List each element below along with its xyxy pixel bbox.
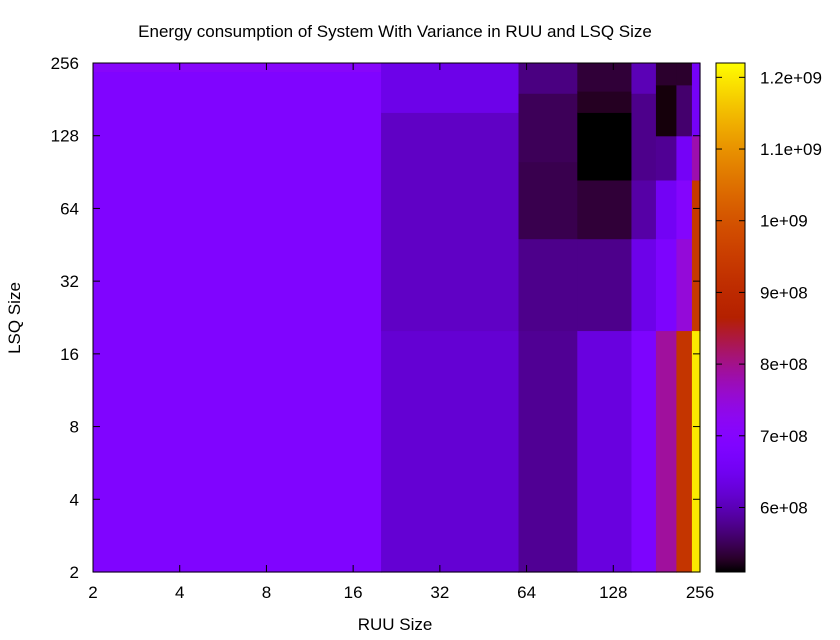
heatmap-cells <box>93 63 701 573</box>
colorbar-tick-label-4: 1e+09 <box>760 212 808 231</box>
colorbar-tick-label-2: 8e+08 <box>760 355 808 374</box>
y-tick-label-7: 256 <box>51 54 79 73</box>
heatmap-cell-23 <box>655 238 678 332</box>
colorbar-tick-label-5: 1.1e+09 <box>760 140 822 159</box>
heatmap-cell-3 <box>381 330 520 573</box>
x-tick-label-6: 128 <box>599 583 627 602</box>
y-tick-label-4: 32 <box>60 272 79 291</box>
heatmap-cell-19 <box>631 179 657 240</box>
heatmap-cell-10 <box>518 63 578 94</box>
heatmap-cell-29 <box>676 238 693 332</box>
y-tick-label-1: 4 <box>70 490 79 509</box>
x-tick-label-1: 4 <box>175 583 184 602</box>
heatmap-cell-25 <box>655 135 678 181</box>
heatmap-cell-20 <box>631 93 657 181</box>
chart-title: Energy consumption of System With Varian… <box>138 22 652 41</box>
plot-frame <box>92 62 701 573</box>
colorbar-tick-label-3: 9e+08 <box>760 283 808 302</box>
heatmap-cell-14 <box>577 112 633 181</box>
heatmap-cell-27 <box>655 63 678 86</box>
heatmap-cell-26 <box>655 84 678 137</box>
heatmap-cell-2 <box>93 63 382 73</box>
heatmap-cell-12 <box>577 238 633 332</box>
x-tick-label-4: 32 <box>430 583 449 602</box>
heatmap-cell-13 <box>577 179 633 240</box>
y-axis-ticks: 2 4 8 16 32 64 128 256 <box>51 54 700 582</box>
x-tick-label-0: 2 <box>88 583 97 602</box>
heatmap-cell-5 <box>381 63 520 113</box>
heatmap-cell-36 <box>691 135 701 181</box>
colorbar-ticks: 6e+08 7e+08 8e+08 9e+08 1e+09 1.1e+09 1.2e+09 <box>716 68 822 517</box>
x-tick-label-2: 8 <box>262 583 271 602</box>
heatmap-cell-35 <box>691 179 701 332</box>
heatmap-cell-18 <box>631 238 657 332</box>
y-tick-label-3: 16 <box>60 345 79 364</box>
x-axis-label: RUU Size <box>358 615 433 634</box>
heatmap-cell-15 <box>577 91 633 113</box>
heatmap-cell-22 <box>655 330 678 573</box>
heatmap-cell-9 <box>518 93 578 163</box>
heatmap-cell-30 <box>676 179 693 240</box>
y-tick-label-5: 64 <box>60 199 79 218</box>
heatmap-cell-32 <box>676 84 693 137</box>
heatmap-cell-11 <box>577 330 633 573</box>
heatmap-cell-8 <box>518 161 578 240</box>
heatmap-cell-0 <box>93 330 382 573</box>
x-tick-label-7: 256 <box>686 583 714 602</box>
heatmap-cell-34 <box>691 330 701 573</box>
heatmap-cell-17 <box>631 330 657 573</box>
x-tick-label-5: 64 <box>517 583 536 602</box>
colorbar-tick-label-6: 1.2e+09 <box>760 68 822 87</box>
x-axis-ticks: 2 4 8 16 32 64 128 256 <box>88 63 714 602</box>
y-tick-label-6: 128 <box>51 127 79 146</box>
heatmap-cell-7 <box>518 238 578 332</box>
y-tick-label-0: 2 <box>70 563 79 582</box>
colorbar <box>715 62 746 573</box>
heatmap-cell-6 <box>518 330 578 573</box>
heatmap-cell-16 <box>577 63 633 92</box>
heatmap-cell-33 <box>676 63 693 86</box>
heatmap-cell-37 <box>691 63 701 137</box>
colorbar-tick-label-0: 6e+08 <box>760 498 808 517</box>
heatmap-cell-21 <box>631 63 657 94</box>
heatmap-cell-1 <box>93 71 382 332</box>
heatmap-cell-28 <box>676 330 693 573</box>
y-tick-label-2: 8 <box>70 418 79 437</box>
colorbar-tick-label-1: 7e+08 <box>760 427 808 446</box>
heatmap-cell-24 <box>655 179 678 240</box>
x-tick-label-3: 16 <box>344 583 363 602</box>
heatmap-cell-4 <box>381 112 520 332</box>
y-axis-label: LSQ Size <box>5 282 24 354</box>
heatmap-cell-31 <box>676 135 693 181</box>
